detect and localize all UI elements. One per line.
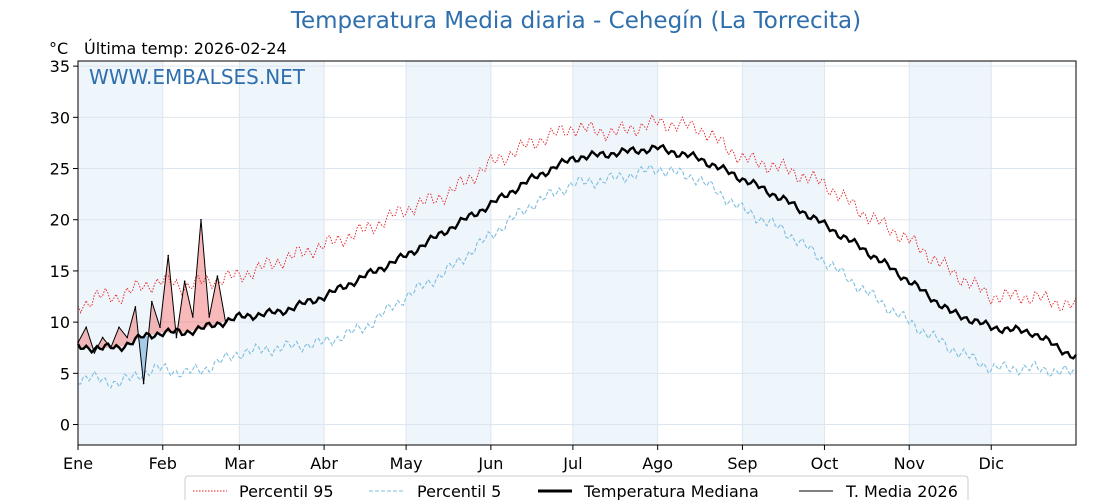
month-band-ene xyxy=(78,61,163,445)
current-point xyxy=(151,300,153,303)
month-band-mar xyxy=(239,61,325,445)
month-band-sep xyxy=(742,61,825,445)
current-point xyxy=(224,321,227,323)
legend: Percentil 95 Percentil 5 Temperatura Med… xyxy=(184,475,969,500)
current-point xyxy=(208,316,211,318)
current-point xyxy=(110,346,112,349)
x-tick-label: Oct xyxy=(811,454,839,473)
y-tick-label: 35 xyxy=(50,57,70,76)
month-band-jul xyxy=(572,61,658,445)
y-tick-label: 10 xyxy=(50,313,70,332)
legend-label-current: T. Media 2026 xyxy=(845,482,958,500)
current-point xyxy=(216,275,219,277)
watermark: WWW.EMBALSES.NET xyxy=(89,65,306,89)
deviation-fills xyxy=(78,219,226,384)
series-line-median xyxy=(76,143,1077,360)
current-point xyxy=(85,326,88,329)
current-point xyxy=(167,254,170,257)
y-tick-label: 20 xyxy=(50,211,70,230)
x-tick-label: May xyxy=(390,454,423,473)
x-tick-label: Nov xyxy=(894,454,925,473)
current-point xyxy=(200,218,202,221)
current-point xyxy=(142,382,145,385)
fill-above-median xyxy=(78,219,226,348)
current-point xyxy=(134,305,137,308)
chart-title: Temperatura Media diaria - Cehegín (La T… xyxy=(290,8,862,34)
x-tick-label: Ago xyxy=(642,454,673,473)
legend-box xyxy=(184,475,969,500)
current-point xyxy=(192,316,194,318)
x-tick-label: Mar xyxy=(224,454,255,473)
y-unit-label: °C xyxy=(49,39,69,58)
x-tick-label: Sep xyxy=(727,454,757,473)
series-lines xyxy=(76,113,1077,389)
x-tick-label: Feb xyxy=(149,454,177,473)
y-tick-label: 5 xyxy=(60,364,70,383)
current-point xyxy=(93,352,96,354)
current-point xyxy=(183,280,186,282)
y-tick-label: 25 xyxy=(50,160,70,179)
y-tick-label: 0 xyxy=(60,416,70,435)
legend-label-p5: Percentil 5 xyxy=(417,482,501,500)
last-temp-label: Última temp: 2026-02-24 xyxy=(84,39,287,58)
month-band-may xyxy=(406,61,491,445)
legend-label-p95: Percentil 95 xyxy=(239,482,334,500)
y-tick-label: 15 xyxy=(50,262,70,281)
x-axis-ticks: Ene Feb Mar Abr May Jun Jul Ago Sep Oct Nov Dic xyxy=(63,445,1004,473)
legend-label-median: Temperatura Mediana xyxy=(583,482,759,500)
grid-lines xyxy=(77,61,1076,445)
current-point xyxy=(101,336,104,339)
x-tick-label: Jun xyxy=(477,454,503,473)
current-point xyxy=(159,326,161,329)
current-point xyxy=(118,326,120,329)
x-tick-label: Ene xyxy=(63,454,93,473)
month-bands xyxy=(78,61,992,445)
plot-frame xyxy=(77,60,1077,446)
current-point xyxy=(175,336,178,339)
x-tick-label: Dic xyxy=(978,454,1004,473)
y-axis-ticks: 0 5 10 15 20 25 30 35 xyxy=(50,57,78,435)
current-point xyxy=(126,336,129,339)
x-tick-label: Abr xyxy=(310,454,338,473)
y-tick-label: 30 xyxy=(50,108,70,127)
x-tick-label: Jul xyxy=(562,454,582,473)
month-band-nov xyxy=(909,61,992,445)
